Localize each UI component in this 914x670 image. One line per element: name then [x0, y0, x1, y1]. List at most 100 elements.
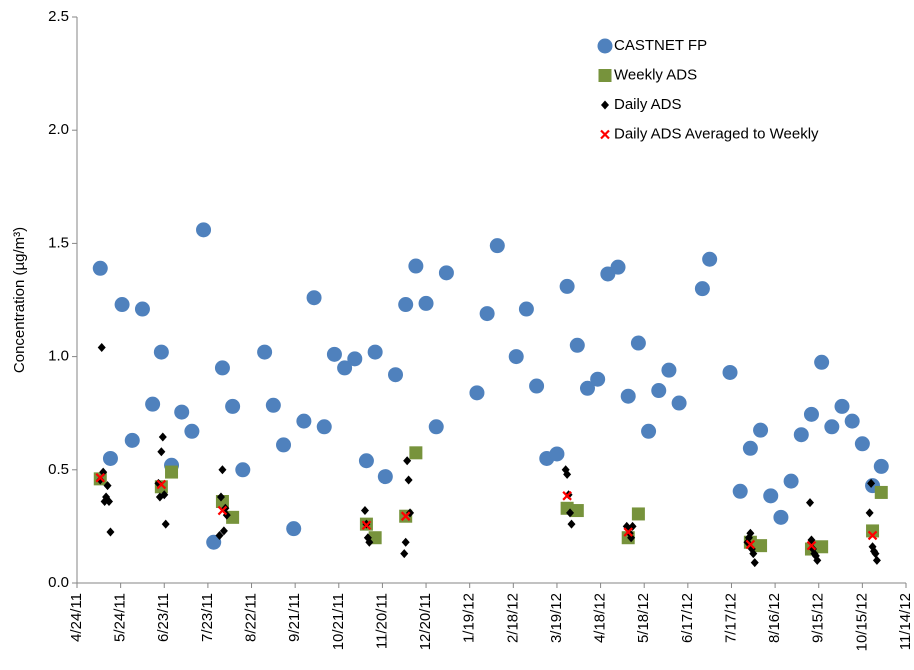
- point: [873, 458, 889, 474]
- point: [104, 496, 113, 506]
- point: [316, 419, 332, 435]
- point: [103, 481, 112, 491]
- point: [367, 344, 383, 360]
- point: [479, 306, 495, 322]
- point: [92, 260, 108, 276]
- x-tick-label: 5/24/11: [112, 593, 129, 642]
- point: [834, 398, 850, 414]
- point: [753, 422, 769, 438]
- point: [610, 259, 626, 275]
- point: [388, 367, 404, 383]
- point: [814, 354, 830, 370]
- x-tick-label: 7/23/11: [199, 593, 216, 642]
- point: [871, 549, 880, 559]
- point: [803, 406, 819, 422]
- point: [403, 456, 412, 466]
- point: [184, 423, 200, 439]
- x-tick-label: 10/21/11: [330, 593, 347, 650]
- point: [217, 505, 228, 516]
- legend-label: Daily ADS: [614, 96, 682, 113]
- x-tick-label: 3/19/12: [548, 593, 565, 643]
- point: [570, 504, 584, 518]
- point: [694, 281, 710, 297]
- legend-label: Daily ADS Averaged to Weekly: [614, 125, 819, 142]
- point: [559, 278, 575, 294]
- point: [623, 527, 633, 537]
- point: [563, 469, 572, 479]
- point: [590, 371, 606, 387]
- point: [773, 509, 789, 525]
- point: [469, 385, 485, 401]
- point: [257, 344, 273, 360]
- point: [161, 519, 170, 529]
- point: [215, 530, 224, 540]
- point: [114, 297, 130, 313]
- point: [549, 446, 565, 462]
- point: [508, 349, 524, 365]
- x-tick-label: 1/19/12: [461, 593, 478, 643]
- point: [97, 343, 106, 353]
- x-tick-label: 6/17/12: [679, 593, 696, 643]
- x-tick-label: 8/22/11: [242, 593, 259, 642]
- point: [763, 488, 779, 504]
- y-tick-label: 1.0: [48, 348, 69, 365]
- point: [824, 419, 840, 435]
- point: [630, 335, 646, 351]
- point: [865, 508, 874, 518]
- point: [597, 38, 613, 54]
- point: [566, 508, 575, 518]
- point: [815, 540, 829, 554]
- point: [742, 440, 758, 456]
- point: [567, 519, 576, 529]
- point: [529, 378, 545, 394]
- point: [174, 404, 190, 420]
- point: [96, 475, 105, 485]
- x-tick-label: 4/24/11: [68, 593, 85, 642]
- point: [99, 467, 108, 477]
- point: [745, 539, 756, 550]
- x-tick-label: 4/18/12: [592, 593, 609, 643]
- point: [813, 555, 822, 565]
- x-tick-label: 5/18/12: [635, 593, 652, 643]
- point: [651, 383, 667, 399]
- x-tick-label: 9/15/12: [810, 593, 827, 643]
- point: [518, 301, 534, 317]
- point: [601, 100, 609, 110]
- x-tick-label: 9/21/11: [286, 593, 303, 642]
- point: [216, 492, 225, 502]
- y-tick-label: 0.0: [48, 574, 69, 591]
- point: [286, 521, 302, 537]
- point: [134, 301, 150, 317]
- x-tick-label: 10/15/12: [853, 593, 870, 651]
- point: [404, 475, 413, 485]
- point: [600, 129, 610, 140]
- point: [631, 507, 645, 521]
- point: [361, 520, 372, 531]
- point: [235, 462, 251, 478]
- point: [671, 395, 687, 411]
- point: [400, 511, 411, 521]
- point: [401, 537, 410, 547]
- point: [409, 446, 423, 460]
- point: [219, 526, 228, 536]
- point: [627, 533, 636, 543]
- point: [750, 558, 759, 568]
- point: [377, 469, 393, 485]
- x-tick-label: 11/20/11: [373, 593, 390, 649]
- point: [145, 396, 161, 412]
- point: [102, 450, 118, 466]
- point: [793, 427, 809, 443]
- point: [806, 498, 815, 508]
- y-axis-label: Concentration (µg/m³): [11, 227, 28, 373]
- point: [749, 549, 758, 559]
- point: [722, 364, 738, 380]
- point: [225, 398, 241, 414]
- point: [867, 478, 876, 488]
- point: [153, 344, 169, 360]
- point: [783, 473, 799, 489]
- point: [326, 346, 342, 362]
- point: [702, 251, 718, 267]
- point: [157, 447, 166, 457]
- x-tick-label: 12/20/11: [417, 593, 434, 650]
